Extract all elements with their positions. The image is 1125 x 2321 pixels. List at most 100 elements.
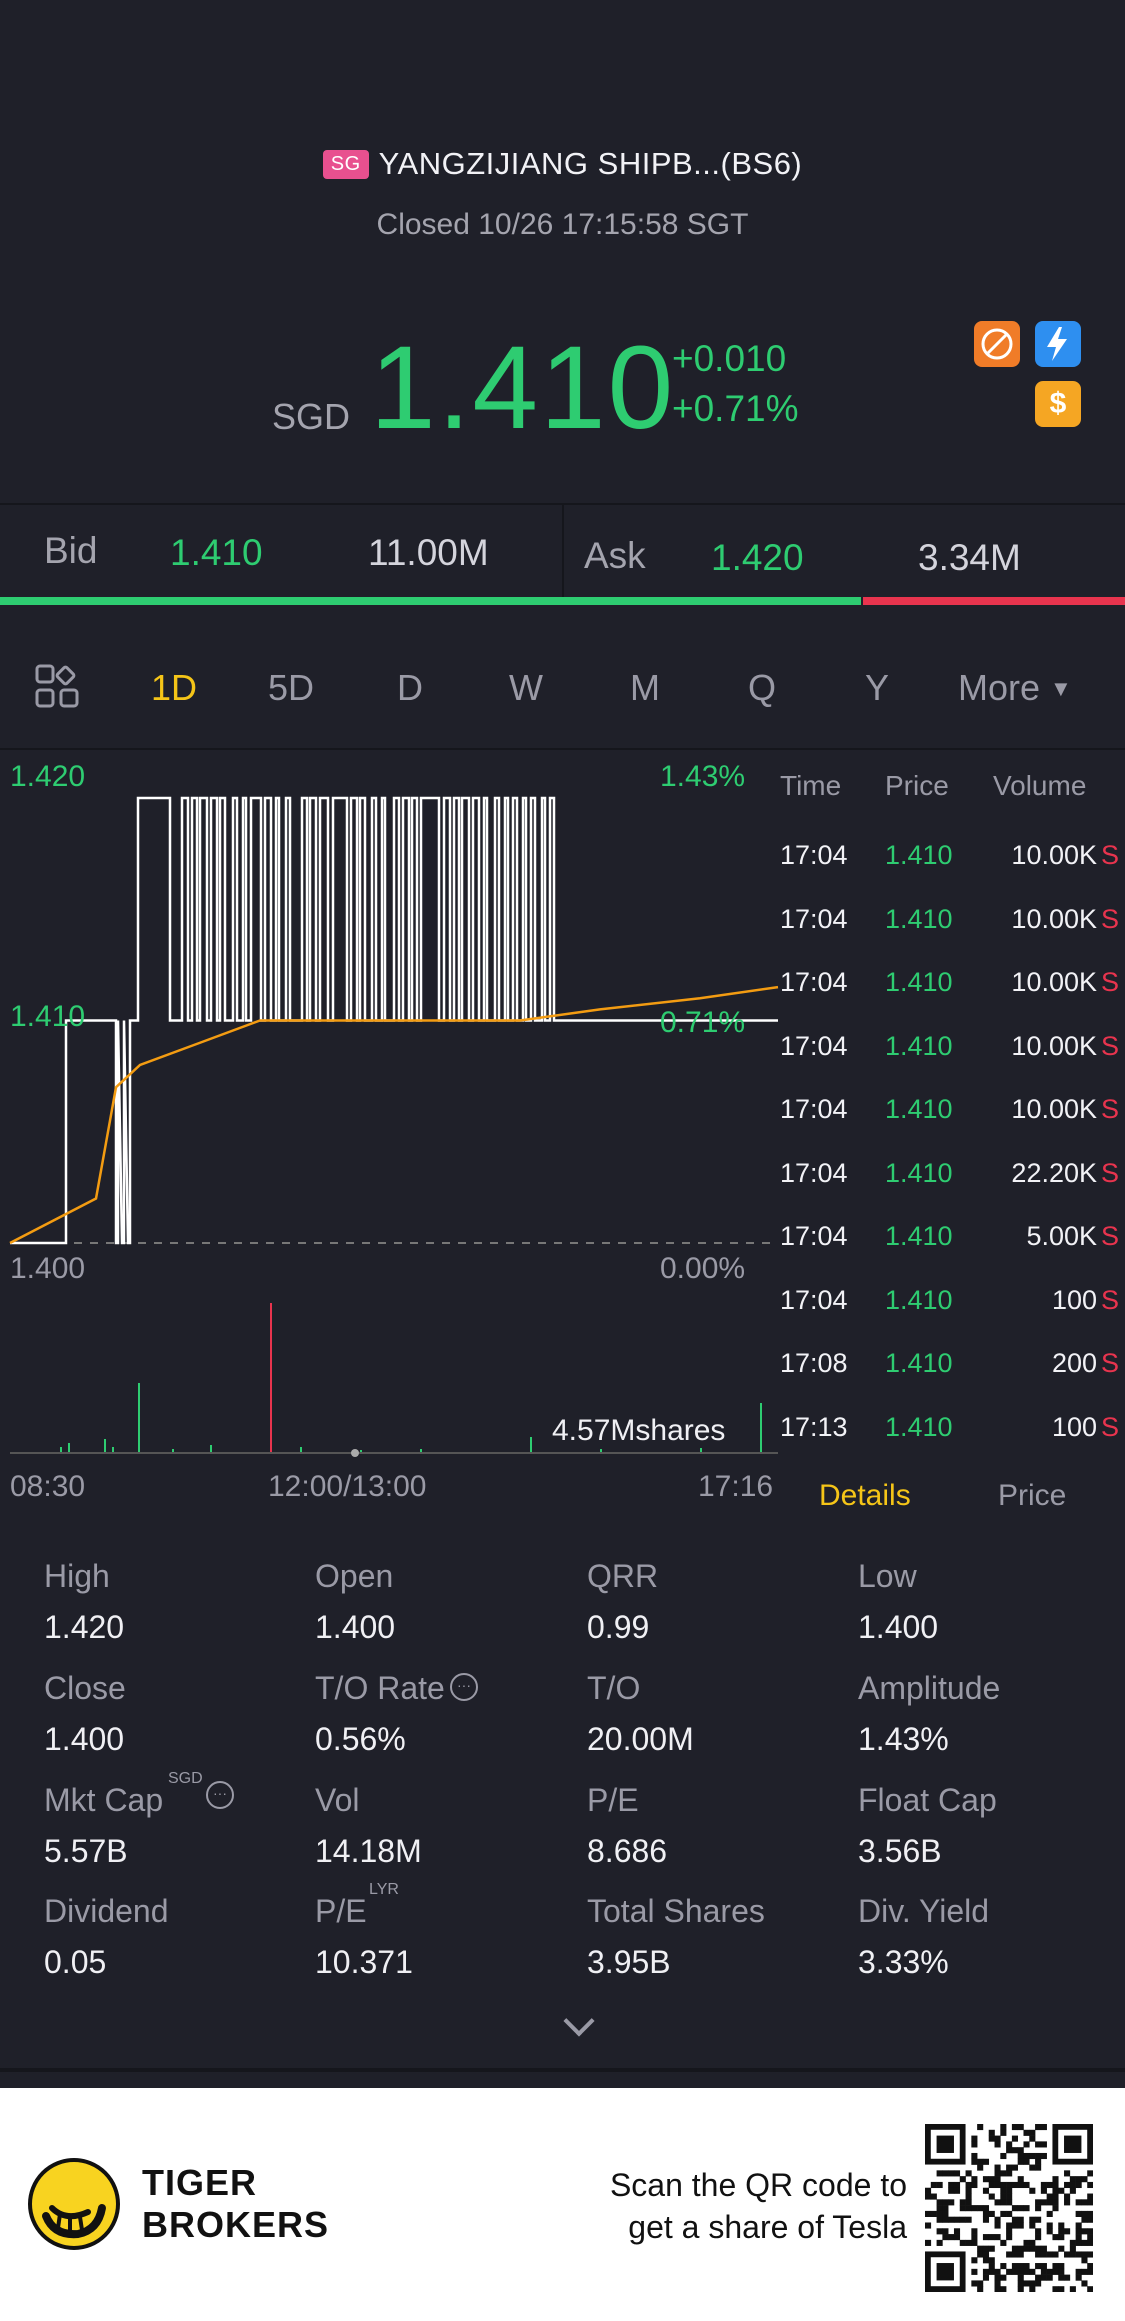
- qr-module: [936, 2239, 943, 2246]
- tick-time: 17:13: [780, 1411, 848, 1442]
- qr-module: [994, 2268, 1001, 2275]
- qr-finder: [936, 2135, 954, 2153]
- brand-line-2: BROKERS: [142, 2204, 330, 2245]
- tab-m[interactable]: M: [630, 667, 660, 708]
- qr-module: [1081, 2228, 1088, 2235]
- qr-module: [988, 2263, 995, 2270]
- qr-module: [959, 2205, 966, 2212]
- dollar-icon[interactable]: $: [1035, 381, 1081, 427]
- qr-module: [1035, 2199, 1042, 2206]
- qr-module: [1058, 2286, 1065, 2292]
- qr-module: [1081, 2280, 1088, 2287]
- qr-module: [994, 2280, 1001, 2287]
- tab-d[interactable]: D: [397, 667, 423, 708]
- tab-y[interactable]: Y: [865, 667, 890, 708]
- tab-more[interactable]: More ▼: [958, 667, 1072, 709]
- promo-footer: TIGER BROKERS Scan the QR code to get a …: [0, 2088, 1125, 2321]
- qr-module: [1017, 2245, 1024, 2252]
- qr-module: [1035, 2263, 1042, 2270]
- qr-code-icon[interactable]: [925, 2124, 1093, 2292]
- qr-module: [942, 2199, 949, 2206]
- pct-top-label: 1.43%: [660, 760, 746, 793]
- qr-module: [948, 2181, 955, 2189]
- tab-price[interactable]: Price: [998, 1479, 1067, 1512]
- qr-module: [1029, 2152, 1036, 2160]
- qr-module: [942, 2228, 949, 2235]
- tick-side: S: [1100, 903, 1119, 934]
- mktcap-info-icon[interactable]: ···: [206, 1781, 234, 1809]
- qr-module: [1029, 2216, 1036, 2223]
- tick-time: 17:04: [780, 1284, 848, 1315]
- tick-volume: 10.00K: [1011, 1030, 1097, 1061]
- tick-time: 17:04: [780, 903, 848, 934]
- qr-module: [994, 2199, 1001, 2206]
- promo-line-2: get a share of Tesla: [628, 2209, 907, 2245]
- tab-q[interactable]: Q: [748, 667, 777, 708]
- qr-module: [1046, 2210, 1053, 2217]
- qr-module: [936, 2181, 943, 2189]
- qr-module: [977, 2251, 984, 2258]
- div-yield-value: 3.33%: [858, 1944, 949, 1980]
- pe-lyr-value: 10.371: [315, 1944, 413, 1980]
- qr-module: [1011, 2164, 1018, 2171]
- qr-module: [1000, 2286, 1007, 2292]
- tick-volume: 10.00K: [1011, 1094, 1097, 1124]
- currency-label: SGD: [272, 396, 351, 437]
- intraday-chart[interactable]: 1.420 1.410 1.400 1.43% 0.71% 0.00% 4.57…: [0, 748, 780, 1508]
- tick-time: 17:08: [780, 1348, 848, 1378]
- qr-module: [1040, 2251, 1047, 2258]
- qr-module: [1035, 2234, 1042, 2241]
- tick-row: 17:04 1.410 10.00K S: [780, 1031, 1125, 1094]
- bid-price: 1.410: [170, 532, 263, 573]
- to-rate-info-icon[interactable]: ···: [450, 1673, 478, 1701]
- tick-price: 1.410: [885, 840, 953, 870]
- qr-module: [1075, 2176, 1082, 2183]
- qr-module: [1017, 2181, 1024, 2189]
- no-short-icon[interactable]: [974, 321, 1020, 367]
- mktcap-value: 5.57B: [44, 1833, 128, 1869]
- tick-price: 1.410: [885, 1348, 953, 1378]
- qr-module: [988, 2210, 995, 2217]
- qr-module: [1058, 2187, 1065, 2194]
- tab-1d[interactable]: 1D: [151, 667, 198, 708]
- qr-module: [1017, 2158, 1024, 2165]
- qr-module: [1000, 2263, 1007, 2270]
- qr-module: [1087, 2181, 1093, 2189]
- qr-module: [1040, 2268, 1047, 2275]
- qr-module: [948, 2234, 955, 2241]
- qr-module: [953, 2181, 961, 2189]
- qr-module: [982, 2274, 990, 2281]
- volume-bar: [600, 1449, 602, 1453]
- expand-chevron-icon[interactable]: [563, 2005, 595, 2037]
- qr-module: [1017, 2176, 1024, 2183]
- tick-price: 1.410: [885, 1157, 953, 1188]
- qr-module: [1017, 2147, 1024, 2154]
- qr-module: [1035, 2164, 1042, 2171]
- tab-details[interactable]: Details: [819, 1479, 911, 1512]
- qr-module: [1023, 2141, 1030, 2148]
- tick-side: S: [1100, 1411, 1119, 1442]
- qr-module: [1006, 2234, 1013, 2241]
- qr-module: [1017, 2222, 1024, 2229]
- qrr-label: QRR: [587, 1558, 659, 1594]
- qr-module: [1035, 2274, 1042, 2281]
- lightning-icon[interactable]: [1035, 321, 1081, 367]
- qr-module: [930, 2210, 937, 2217]
- qr-module: [953, 2234, 961, 2241]
- qr-module: [1017, 2280, 1024, 2287]
- brand-name: TIGER BROKERS: [142, 2162, 329, 2246]
- qr-module: [982, 2210, 990, 2217]
- qr-module: [1017, 2263, 1024, 2270]
- qr-module: [1069, 2239, 1076, 2246]
- tick-row: 17:04 1.410 10.00K S: [780, 967, 1125, 1030]
- tab-5d[interactable]: 5D: [268, 667, 315, 708]
- qr-module: [948, 2187, 955, 2194]
- qr-module: [1052, 2205, 1059, 2212]
- qr-module: [1006, 2251, 1013, 2258]
- grid-layout-icon[interactable]: [34, 663, 80, 709]
- qr-module: [959, 2199, 966, 2206]
- qr-module: [1000, 2274, 1007, 2281]
- high-label: High: [44, 1558, 110, 1594]
- tab-w[interactable]: W: [509, 667, 543, 708]
- qr-module: [1087, 2268, 1093, 2275]
